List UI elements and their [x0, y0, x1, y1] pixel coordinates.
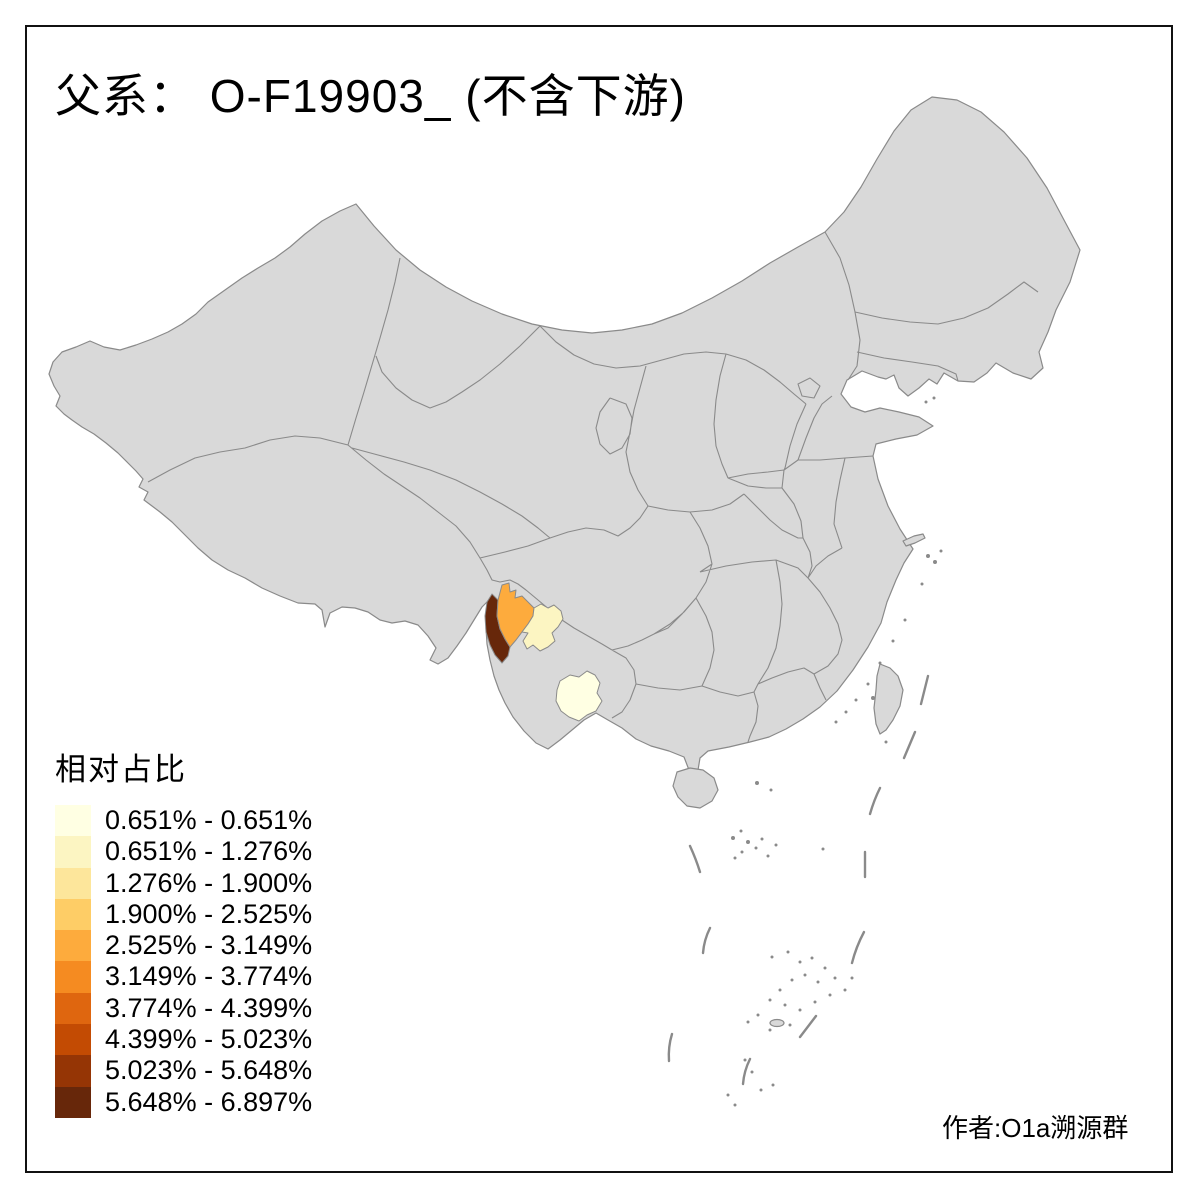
dash-segment — [741, 1057, 752, 1086]
highlight-regions — [484, 582, 603, 722]
land-layer — [48, 96, 1081, 1028]
legend-swatch — [55, 805, 91, 837]
chongming-island — [902, 533, 926, 547]
legend-label: 0.651% - 1.276% — [105, 836, 313, 867]
legend-label: 3.149% - 3.774% — [105, 961, 313, 992]
hainan-island — [672, 767, 719, 809]
legend-swatch — [55, 961, 91, 993]
legend-swatch — [55, 898, 91, 931]
legend-swatch — [55, 1086, 91, 1118]
dash-segment — [701, 926, 712, 955]
legend-row: 1.276% - 1.900% — [55, 867, 313, 899]
legend: 相对占比 0.651% - 0.651% 0.651% - 1.276% 1.2… — [55, 744, 312, 1118]
dash-segment — [919, 674, 930, 706]
legend-swatch — [55, 836, 91, 868]
legend-label: 3.774% - 4.399% — [105, 992, 313, 1023]
dash-segment — [688, 844, 702, 874]
legend-label: 2.525% - 3.149% — [105, 930, 313, 961]
attribution-text: 作者:O1a溯源群 — [942, 1113, 1129, 1143]
legend-title: 相对占比 — [55, 752, 187, 787]
legend-label: 5.648% - 6.897% — [105, 1086, 313, 1117]
dash-segment — [902, 730, 917, 760]
dash-segment — [798, 1014, 818, 1039]
legend-label: 0.651% - 0.651% — [105, 805, 313, 835]
dash-segment — [667, 1032, 674, 1063]
dash-segment — [850, 930, 866, 965]
legend-row: 1.900% - 2.525% — [55, 898, 313, 931]
legend-swatch — [55, 867, 91, 899]
legend-row: 5.023% - 5.648% — [55, 1055, 313, 1087]
legend-swatch — [55, 1024, 91, 1056]
page-title: 父系： O-F19903_ (不含下游) — [55, 70, 686, 122]
legend-rows: 0.651% - 0.651% 0.651% - 1.276% 1.276% -… — [55, 805, 312, 1118]
dash-segment — [868, 786, 882, 816]
legend-row: 0.651% - 1.276% — [55, 836, 313, 868]
legend-row: 2.525% - 3.149% — [55, 930, 313, 962]
legend-label: 1.900% - 2.525% — [105, 898, 313, 929]
legend-swatch — [55, 992, 91, 1025]
taiwan-island — [873, 663, 904, 735]
legend-row: 4.399% - 5.023% — [55, 1024, 313, 1056]
sea-boundary-dashes — [667, 674, 930, 1086]
mainland-outline — [48, 96, 1081, 771]
legend-label: 4.399% - 5.023% — [105, 1024, 313, 1055]
highlight-region-3 — [521, 603, 564, 652]
legend-row: 3.774% - 4.399% — [55, 992, 313, 1025]
legend-row: 5.648% - 6.897% — [55, 1086, 313, 1118]
legend-label: 5.023% - 5.648% — [105, 1055, 313, 1086]
legend-row: 3.149% - 3.774% — [55, 961, 313, 993]
highlight-region-4 — [555, 670, 603, 722]
legend-row: 0.651% - 0.651% — [55, 805, 313, 837]
islet-specks — [726, 396, 943, 1107]
legend-label: 1.276% - 1.900% — [105, 867, 313, 898]
province-borders — [147, 231, 1039, 743]
legend-swatch — [55, 930, 91, 962]
legend-swatch — [55, 1055, 91, 1087]
south-sea-islet — [769, 1018, 785, 1028]
